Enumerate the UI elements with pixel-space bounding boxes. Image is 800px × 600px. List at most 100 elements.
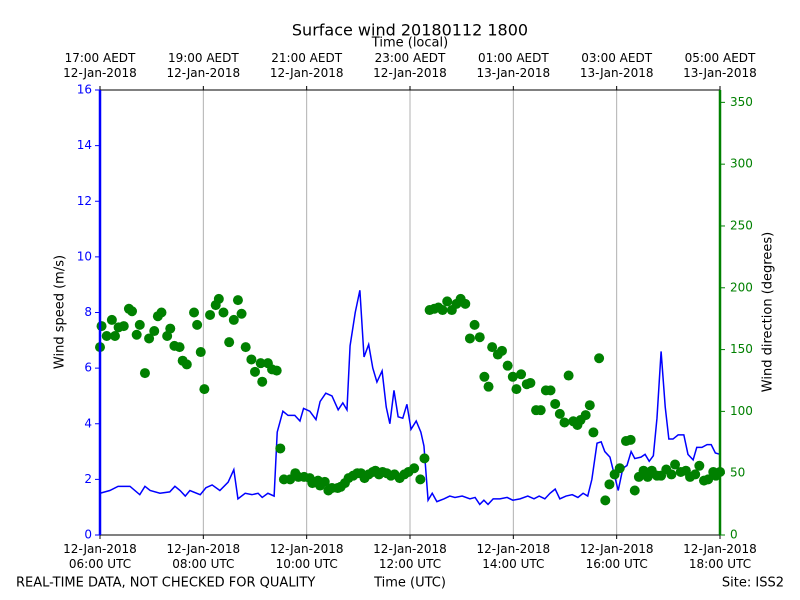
direction-point [483,381,494,392]
y2-tick-label: 200 [730,280,753,294]
direction-point [496,345,507,356]
direction-point [156,307,167,318]
direction-point [246,354,257,365]
y-tick-label: 2 [84,472,92,486]
direction-point [474,332,485,343]
direction-point [257,376,268,387]
direction-point [101,330,112,341]
y-tick-label: 10 [77,249,92,263]
direction-point [319,476,330,487]
direction-point [409,463,420,474]
y-tick-label: 16 [77,83,92,97]
direction-point [127,306,138,317]
direction-point [192,319,203,330]
direction-point [181,359,192,370]
direction-point [144,333,155,344]
direction-point [559,417,570,428]
direction-point [507,371,518,382]
chart-title: Surface wind 20180112 1800 [292,21,528,40]
direction-point [563,370,574,381]
direction-point [271,365,282,376]
y2-tick-label: 150 [730,342,753,356]
direction-point [228,314,239,325]
y2-tick-label: 250 [730,218,753,232]
direction-point [625,434,636,445]
x-tick-label: 12-Jan-2018 10:00 UTC [270,542,344,571]
x2-tick-label: 17:00 AEDT 12-Jan-2018 [63,51,137,80]
direction-point [437,305,448,316]
y-tick-label: 4 [84,416,92,430]
direction-point [139,368,150,379]
x2-tick-label: 05:00 AEDT 13-Jan-2018 [683,51,757,80]
direction-point [109,330,120,341]
x-axis-label: Time (UTC) [373,576,446,591]
direction-point [232,295,243,306]
direction-point [525,377,536,388]
direction-point [419,453,430,464]
y-tick-label: 14 [77,138,92,152]
direction-point [516,369,527,380]
x2-tick-label: 01:00 AEDT 13-Jan-2018 [477,51,551,80]
y2-tick-label: 50 [730,466,745,480]
y-tick-label: 12 [77,194,92,208]
direction-point [554,408,565,419]
direction-point [479,371,490,382]
x-tick-label: 12-Jan-2018 14:00 UTC [477,542,551,571]
y2-tick-label: 0 [730,528,738,542]
direction-point [600,495,611,506]
direction-point [415,474,426,485]
direction-point [236,308,247,319]
direction-point [594,353,605,364]
direction-point [96,321,107,332]
direction-point [189,307,200,318]
direction-point [199,384,210,395]
direction-point [604,479,615,490]
x2-tick-label: 23:00 AEDT 12-Jan-2018 [373,51,447,80]
direction-point [195,347,206,358]
y-tick-label: 8 [84,305,92,319]
direction-point [502,360,513,371]
speed-line [99,290,721,506]
direction-point [464,333,475,344]
direction-point [666,469,677,480]
direction-point [690,469,701,480]
direction-point [580,410,591,421]
y-axis-label: Wind speed (m/s) [53,255,68,369]
x-tick-label: 12-Jan-2018 08:00 UTC [167,542,241,571]
x2-tick-label: 03:00 AEDT 13-Jan-2018 [580,51,654,80]
direction-point [614,463,625,474]
direction-point [131,329,142,340]
direction-point [106,314,117,325]
x-tick-label: 12-Jan-2018 16:00 UTC [580,542,654,571]
x2-tick-label: 19:00 AEDT 12-Jan-2018 [167,51,241,80]
direction-point [460,298,471,309]
direction-point [205,309,216,320]
direction-point [134,319,145,330]
direction-point [174,342,185,353]
direction-point [224,337,235,348]
y-tick-label: 0 [84,528,92,542]
y2-tick-label: 300 [730,157,753,171]
direction-point [588,427,599,438]
direction-point [694,460,705,471]
direction-point [213,293,224,304]
direction-point [703,474,714,485]
y-tick-label: 6 [84,361,92,375]
x2-tick-label: 21:00 AEDT 12-Jan-2018 [270,51,344,80]
x-tick-label: 12-Jan-2018 18:00 UTC [683,542,757,571]
direction-point [240,342,251,353]
direction-point [535,405,546,416]
direction-point [584,400,595,411]
direction-point [469,319,480,330]
direction-point [275,443,286,454]
direction-point [511,384,522,395]
direction-point [250,366,260,377]
direction-point [629,485,640,496]
direction-point [218,307,229,318]
direction-point [165,323,176,334]
direction-point [670,459,681,470]
y2-tick-label: 350 [730,95,753,109]
direction-point [118,321,129,332]
